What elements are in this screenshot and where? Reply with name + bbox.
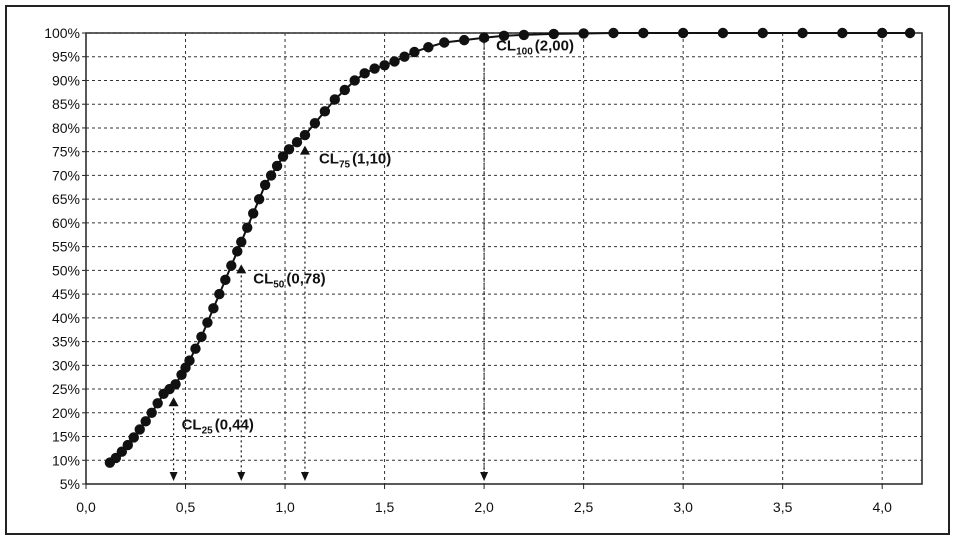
y-tick-label: 100%	[44, 25, 80, 41]
data-point	[717, 27, 729, 39]
data-point	[226, 260, 237, 271]
data-point	[638, 27, 649, 39]
data-point	[498, 30, 510, 42]
data-point	[253, 193, 265, 205]
data-point	[122, 439, 133, 451]
x-tick-label: 2,0	[474, 499, 494, 515]
data-point	[458, 34, 470, 46]
data-point	[248, 208, 259, 219]
data-point	[876, 27, 888, 39]
x-tick-label: 0,0	[76, 499, 96, 515]
data-point	[439, 37, 450, 48]
data-point	[208, 303, 219, 314]
data-point	[140, 416, 151, 427]
data-point	[214, 288, 225, 300]
data-point	[837, 27, 848, 39]
data-point	[220, 274, 231, 286]
x-tick-label: 4,0	[872, 499, 892, 515]
cl-annotation-25: CL25 (0,44)	[182, 416, 254, 436]
data-point	[134, 424, 145, 435]
y-tick-label: 50%	[52, 262, 80, 278]
data-point	[146, 407, 157, 418]
data-point	[399, 51, 410, 62]
data-point	[277, 151, 289, 162]
y-tick-label: 10%	[52, 452, 80, 468]
data-point	[236, 236, 247, 248]
x-tick-label: 0,5	[176, 499, 196, 515]
cl-point-marker	[299, 145, 310, 155]
y-tick-label: 70%	[52, 167, 80, 183]
y-tick-label: 30%	[52, 357, 80, 373]
x-tick-label: 3,0	[673, 499, 693, 515]
data-point	[389, 56, 400, 67]
y-tick-label: 95%	[52, 49, 80, 65]
x-tick-label: 2,5	[574, 499, 594, 515]
cl-point-marker	[168, 397, 179, 407]
marker-arrow	[300, 472, 309, 481]
data-point	[329, 94, 341, 105]
data-point	[242, 222, 253, 233]
y-tick-label: 65%	[52, 191, 80, 207]
x-tick-label: 1,0	[275, 499, 295, 515]
y-tick-label: 5%	[60, 476, 80, 492]
data-point	[548, 28, 559, 40]
data-point	[349, 75, 360, 86]
data-point	[291, 136, 303, 148]
marker-arrow	[169, 472, 178, 481]
marker-arrow	[480, 472, 489, 481]
cl-annotation-75: CL75 (1,10)	[319, 151, 391, 171]
data-point	[423, 42, 434, 53]
data-point	[904, 27, 916, 39]
cl-point-marker	[479, 31, 490, 41]
cl-point-marker	[236, 264, 247, 274]
y-tick-label: 45%	[52, 286, 80, 302]
x-tick-label: 3,5	[773, 499, 793, 515]
y-tick-label: 55%	[52, 239, 80, 255]
data-point	[409, 46, 420, 58]
y-tick-label: 85%	[52, 96, 80, 112]
data-point	[359, 68, 370, 79]
data-point	[608, 27, 619, 39]
data-point	[152, 398, 163, 409]
data-point	[578, 28, 589, 39]
data-point	[299, 129, 311, 141]
data-point	[757, 27, 768, 39]
data-point	[283, 144, 295, 155]
data-point	[518, 29, 530, 41]
data-point	[319, 106, 331, 117]
data-point	[196, 331, 207, 343]
data-point	[190, 343, 201, 354]
data-point	[309, 118, 321, 129]
y-tick-label: 80%	[52, 120, 80, 136]
data-point	[202, 317, 213, 328]
data-point	[271, 160, 283, 172]
data-point	[379, 60, 390, 71]
data-point	[116, 446, 128, 457]
cl-annotation-50: CL50 (0,78)	[253, 270, 325, 290]
data-point	[677, 27, 689, 39]
data-point	[170, 379, 181, 390]
data-point	[184, 355, 195, 366]
y-tick-label: 35%	[52, 334, 80, 350]
y-tick-label: 60%	[52, 215, 80, 231]
cl-annotation-100: CL100 (2,00)	[496, 38, 574, 58]
marker-arrow	[237, 472, 246, 481]
x-tick-label: 1,5	[375, 499, 395, 515]
y-tick-label: 25%	[52, 381, 80, 397]
data-point	[128, 432, 139, 443]
y-tick-label: 40%	[52, 310, 80, 326]
y-tick-label: 15%	[52, 429, 80, 445]
data-point	[232, 246, 243, 257]
data-point	[339, 84, 350, 96]
data-point	[259, 179, 271, 191]
plot-area	[85, 32, 923, 485]
data-point	[797, 27, 808, 39]
data-point	[369, 63, 380, 74]
data-point	[265, 170, 277, 181]
y-tick-label: 75%	[52, 144, 80, 160]
y-tick-label: 90%	[52, 72, 80, 88]
y-tick-label: 20%	[52, 405, 80, 421]
